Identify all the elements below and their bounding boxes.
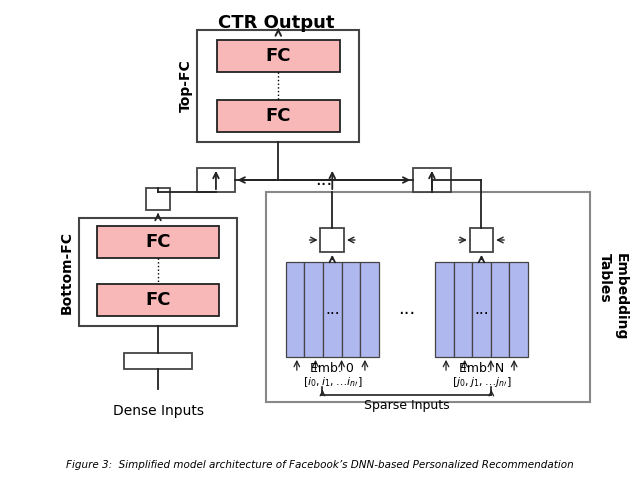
Bar <box>435 262 454 357</box>
Bar <box>491 262 509 357</box>
Bar <box>454 262 472 357</box>
Bar <box>321 228 344 252</box>
Bar <box>285 262 304 357</box>
Text: $[i_0, i_1, \ldots i_{n\prime}]$: $[i_0, i_1, \ldots i_{n\prime}]$ <box>303 375 362 389</box>
Bar <box>360 262 379 357</box>
Text: ...: ... <box>474 302 489 317</box>
Bar <box>342 262 360 357</box>
Bar <box>217 100 340 132</box>
Text: Top-FC: Top-FC <box>179 60 193 112</box>
Text: CTR Output: CTR Output <box>218 14 334 32</box>
Text: FC: FC <box>145 233 171 251</box>
Text: FC: FC <box>145 291 171 309</box>
Text: FC: FC <box>266 107 291 125</box>
Text: Dense Inputs: Dense Inputs <box>113 404 204 418</box>
Text: Sparse Inputs: Sparse Inputs <box>364 399 450 412</box>
Bar <box>79 218 237 326</box>
Bar <box>509 262 528 357</box>
Bar <box>304 262 323 357</box>
Text: ...: ... <box>325 302 340 317</box>
Text: $[j_0, j_1, \ldots j_{n\prime}]$: $[j_0, j_1, \ldots j_{n\prime}]$ <box>452 375 511 389</box>
Text: Bottom-FC: Bottom-FC <box>60 230 74 314</box>
Bar <box>97 284 220 316</box>
Bar <box>266 192 590 402</box>
Bar <box>124 353 193 369</box>
Text: Figure 3:  Simplified model architecture of Facebook’s DNN-based Personalized Re: Figure 3: Simplified model architecture … <box>66 460 574 470</box>
Text: ...: ... <box>316 171 333 189</box>
Bar <box>472 262 491 357</box>
Bar <box>147 188 170 210</box>
Bar <box>470 228 493 252</box>
Text: FC: FC <box>266 47 291 65</box>
Text: ...: ... <box>398 301 415 318</box>
Bar <box>197 30 359 142</box>
Text: Emb. 0: Emb. 0 <box>310 362 354 376</box>
Bar <box>97 226 220 258</box>
Text: Emb. N: Emb. N <box>459 362 504 376</box>
Bar <box>413 168 451 192</box>
Bar <box>217 40 340 72</box>
Bar <box>197 168 235 192</box>
Bar <box>323 262 342 357</box>
Text: Embedding
Tables: Embedding Tables <box>598 253 628 341</box>
